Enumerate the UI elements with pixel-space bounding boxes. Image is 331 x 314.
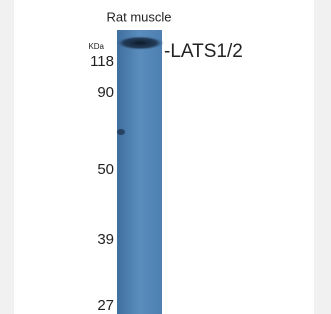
lane-label: Rat muscle: [106, 9, 171, 24]
blot-spot: [117, 129, 125, 135]
unit-label: KDa: [88, 42, 104, 51]
marker-label: 90: [97, 84, 114, 101]
blot-lane: [117, 30, 162, 314]
marker-label: 118: [90, 53, 114, 70]
band-label: -LATS1/2: [164, 41, 243, 62]
marker-label: 39: [97, 231, 114, 248]
protein-band: [116, 36, 164, 50]
blot-figure: Rat muscle KDa -LATS1/2 118 90 50 39 27: [0, 0, 331, 314]
marker-label: 50: [97, 161, 114, 178]
marker-label: 27: [97, 297, 114, 314]
